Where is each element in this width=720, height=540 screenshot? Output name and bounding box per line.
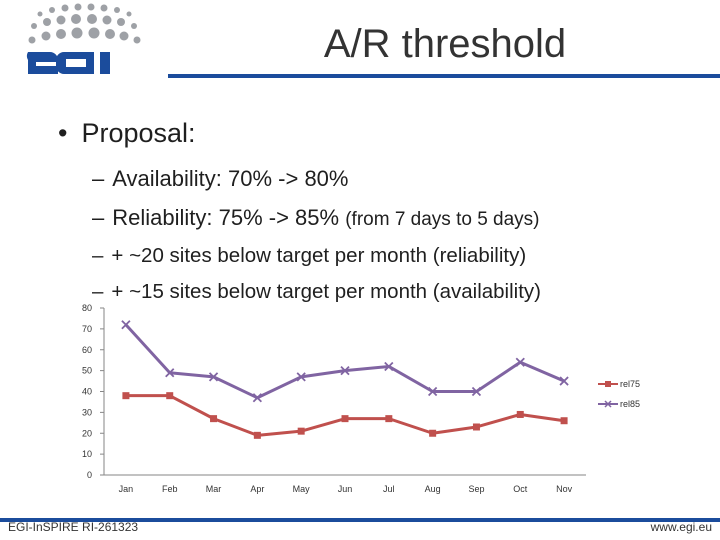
sub-marker: – xyxy=(92,280,104,303)
y-tick-label: 0 xyxy=(87,470,92,480)
y-tick-label: 80 xyxy=(82,303,92,313)
sub-marker: – xyxy=(92,205,105,230)
data-point-rel85 xyxy=(208,372,219,382)
sub-note: (from 7 days to 5 days) xyxy=(345,209,540,230)
slide-title: A/R threshold xyxy=(323,22,567,66)
data-point-rel85 xyxy=(515,357,525,367)
x-tick-label: May xyxy=(293,484,311,494)
bullet-text: Proposal: xyxy=(81,118,196,148)
data-point-rel75 xyxy=(429,429,437,437)
x-tick-label: Jun xyxy=(338,484,353,494)
data-point-rel85 xyxy=(427,386,438,397)
sub-bullet-reliability: – Reliability: 75% -> 85% (from 7 days to… xyxy=(92,205,540,231)
sub-marker: – xyxy=(92,166,105,191)
data-point-rel85 xyxy=(121,320,131,330)
footer-project-id: EGI-InSPIRE RI-261323 xyxy=(8,520,139,534)
data-point-rel75 xyxy=(122,392,130,400)
data-point-rel75 xyxy=(210,415,218,423)
x-tick-label: Aug xyxy=(425,484,441,494)
data-point-rel75 xyxy=(385,415,393,423)
data-point-rel75 xyxy=(253,431,261,439)
y-tick-label: 10 xyxy=(82,449,92,459)
x-tick-label: Nov xyxy=(556,484,573,494)
data-point-rel75 xyxy=(341,415,349,423)
sub-text: + ~20 sites below target per month (reli… xyxy=(111,244,527,267)
x-tick-label: Mar xyxy=(206,484,222,494)
data-point-rel75 xyxy=(472,423,480,431)
legend-label-rel85: rel85 xyxy=(620,399,640,409)
data-point-rel85 xyxy=(296,372,306,382)
data-point-rel75 xyxy=(516,410,524,418)
header-divider xyxy=(168,74,720,78)
footer-website: www.egi.eu xyxy=(650,520,712,534)
footer-divider xyxy=(0,518,720,522)
data-point-rel75 xyxy=(297,427,305,435)
x-tick-label: Oct xyxy=(513,484,528,494)
legend-label-rel75: rel75 xyxy=(620,379,640,389)
y-tick-label: 70 xyxy=(82,324,92,334)
x-tick-label: Sep xyxy=(468,484,484,494)
x-tick-label: Jul xyxy=(383,484,395,494)
bullet-marker: • xyxy=(58,118,68,148)
x-tick-label: Jan xyxy=(119,484,134,494)
data-point-rel75 xyxy=(166,392,174,400)
data-point-rel85 xyxy=(471,386,482,397)
x-tick-label: Feb xyxy=(162,484,178,494)
y-tick-label: 30 xyxy=(82,407,92,417)
data-point-rel85 xyxy=(559,376,569,386)
y-tick-label: 20 xyxy=(82,428,92,438)
data-point-rel85 xyxy=(340,365,350,376)
y-tick-label: 50 xyxy=(82,366,92,376)
data-point-rel75 xyxy=(560,417,568,425)
legend-marker-rel85 xyxy=(604,400,612,408)
sub-bullet-availability: – Availability: 70% -> 80% xyxy=(92,166,348,192)
sub-bullet-reliability-sites: – + ~20 sites below target per month (rel… xyxy=(92,244,526,268)
bullet-proposal: • Proposal: xyxy=(58,118,196,149)
x-tick-label: Apr xyxy=(250,484,264,494)
sub-text: Reliability: 75% -> 85% xyxy=(112,205,340,230)
sub-text: Availability: 70% -> 80% xyxy=(112,166,349,191)
data-point-rel85 xyxy=(252,393,263,403)
data-point-rel85 xyxy=(384,361,394,372)
sub-marker: – xyxy=(92,244,104,267)
data-point-rel85 xyxy=(165,368,175,378)
y-tick-label: 60 xyxy=(82,345,92,355)
sub-text: + ~15 sites below target per month (avai… xyxy=(111,280,541,303)
legend-marker-rel75 xyxy=(605,381,611,387)
sub-bullet-availability-sites: – + ~15 sites below target per month (ava… xyxy=(92,280,541,304)
egi-logo xyxy=(26,3,141,74)
y-tick-label: 40 xyxy=(82,387,92,397)
series-line-rel85 xyxy=(124,323,565,400)
